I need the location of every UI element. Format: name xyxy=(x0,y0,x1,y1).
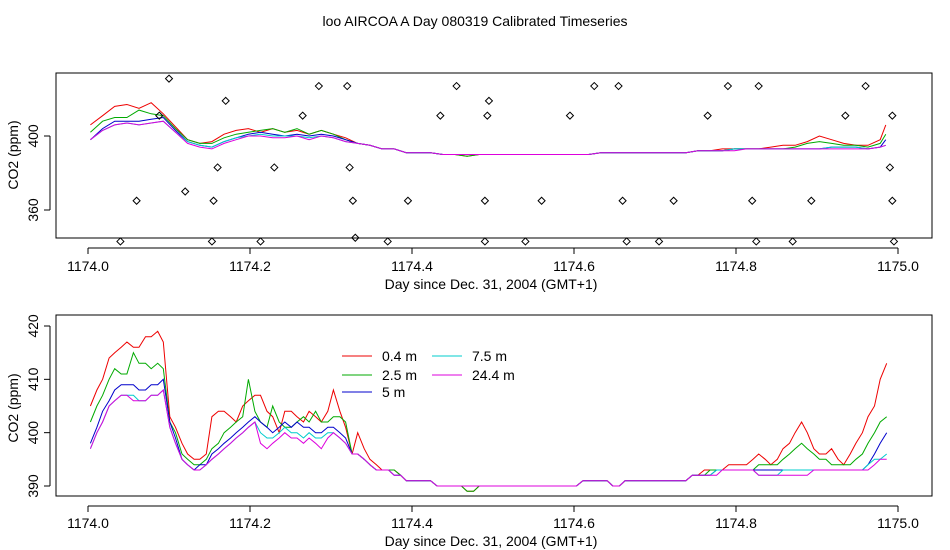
top-diamond-marker xyxy=(342,81,352,91)
top-diamond-marker xyxy=(888,196,897,205)
top-diamond-marker xyxy=(841,111,850,120)
top-diamond-marker xyxy=(403,196,413,205)
top-diamond-marker xyxy=(669,196,678,205)
top-diamond-marker xyxy=(155,111,164,120)
top-diamond-marker xyxy=(752,237,761,246)
bottom-panel: Day since Dec. 31, 2004 (GMT+1) CO2 (ppm… xyxy=(5,314,933,549)
bottom-x-tick-label: 1174.8 xyxy=(715,515,757,531)
bottom-x-tick-label: 1174.4 xyxy=(391,515,433,531)
top-diamond-marker xyxy=(614,81,623,91)
top-diamond-marker xyxy=(452,81,461,91)
legend-label: 7.5 m xyxy=(472,348,507,364)
top-y-tick-label: 400 xyxy=(25,124,41,148)
legend-label: 5 m xyxy=(382,384,405,400)
top-diamond-marker xyxy=(521,237,530,246)
top-diamond-marker xyxy=(132,196,141,205)
bottom-y-tick-label: 410 xyxy=(25,367,41,391)
top-diamond-marker xyxy=(654,237,664,246)
top-diamond-marker xyxy=(565,111,575,120)
bottom-x-tick-label: 1175.0 xyxy=(877,515,919,531)
top-diamond-marker xyxy=(164,74,174,83)
top-y-tick-label: 360 xyxy=(25,198,41,222)
top-diamond-marker xyxy=(180,187,190,196)
bottom-series-line-24-4-m xyxy=(89,388,887,487)
top-diamond-marker xyxy=(348,196,358,205)
bottom-series-line-7-5-m xyxy=(89,388,888,487)
top-diamond-marker xyxy=(314,81,324,91)
bottom-plot-frame xyxy=(55,314,933,497)
top-diamond-marker xyxy=(888,111,897,120)
top-x-tick-label: 1174.6 xyxy=(553,258,595,274)
bottom-y-ticks: 390 400 410 420 xyxy=(25,314,51,498)
top-diamond-marker xyxy=(345,163,354,172)
top-diamond-marker xyxy=(298,111,307,120)
top-diamond-marker xyxy=(747,196,757,205)
bottom-y-tick-label: 420 xyxy=(25,314,41,338)
top-diamond-marker xyxy=(889,237,899,246)
bottom-x-tick-label: 1174.0 xyxy=(67,515,109,531)
chart-title: loo AIRCOA A Day 080319 Calibrated Times… xyxy=(322,13,627,29)
top-diamond-marker xyxy=(618,196,627,205)
top-diamond-marker xyxy=(383,237,392,246)
bottom-y-tick-label: 390 xyxy=(25,474,41,498)
top-y-ticks: 360 400 xyxy=(25,124,51,222)
top-diamond-marker xyxy=(436,111,445,120)
top-x-ticks: 1174.0 1174.2 1174.4 1174.6 1174.8 1175.0 xyxy=(67,247,919,274)
top-y-axis-label: CO2 (ppm) xyxy=(5,120,21,189)
top-diamond-marker xyxy=(209,196,218,205)
bottom-y-tick-label: 400 xyxy=(25,421,41,445)
top-x-tick-label: 1174.4 xyxy=(391,258,433,274)
top-x-tick-label: 1174.8 xyxy=(715,258,757,274)
legend-label: 0.4 m xyxy=(382,348,417,364)
top-diamond-marker xyxy=(807,196,816,205)
top-diamond-marker xyxy=(270,163,279,172)
top-diamond-marker xyxy=(483,111,492,120)
top-diamond-marker xyxy=(256,237,265,246)
top-series-line-7-5-m xyxy=(90,120,886,155)
top-diamond-marker xyxy=(703,111,712,120)
top-x-tick-label: 1174.2 xyxy=(229,258,271,274)
bottom-series-lines xyxy=(89,330,888,492)
legend: 0.4 m 2.5 m5 m 7.5 m 24.4 m xyxy=(342,348,515,400)
bottom-x-axis-label: Day since Dec. 31, 2004 (GMT+1) xyxy=(385,533,598,549)
top-panel: Day since Dec. 31, 2004 (GMT+1) CO2 (ppm… xyxy=(5,72,933,292)
top-diamond-marker xyxy=(116,237,125,246)
bottom-y-axis-label: CO2 (ppm) xyxy=(5,373,21,442)
top-diamond-marker xyxy=(213,163,222,172)
legend-label: 2.5 m xyxy=(382,367,417,383)
bottom-x-tick-label: 1174.2 xyxy=(229,515,271,531)
top-series-line-24-4-m xyxy=(90,120,886,155)
top-diamond-marker xyxy=(480,196,490,205)
top-markers xyxy=(116,74,899,246)
top-diamond-marker xyxy=(861,81,870,91)
top-diamond-marker xyxy=(590,81,599,91)
top-diamond-marker xyxy=(221,96,230,106)
top-diamond-marker xyxy=(351,233,360,242)
top-plot-frame xyxy=(55,72,933,239)
bottom-x-ticks: 1174.0 1174.2 1174.4 1174.6 1174.8 1175.0 xyxy=(67,505,919,531)
top-x-tick-label: 1174.0 xyxy=(67,258,109,274)
top-diamond-marker xyxy=(723,81,733,91)
top-diamond-marker xyxy=(207,237,217,246)
top-diamond-marker xyxy=(537,196,546,205)
top-x-axis-label: Day since Dec. 31, 2004 (GMT+1) xyxy=(385,276,598,292)
top-diamond-marker xyxy=(788,237,797,246)
top-diamond-marker xyxy=(622,237,631,246)
legend-label: 24.4 m xyxy=(472,367,515,383)
top-diamond-marker xyxy=(484,96,494,106)
bottom-x-tick-label: 1174.6 xyxy=(553,515,595,531)
top-diamond-marker xyxy=(885,163,895,172)
top-series-lines xyxy=(90,102,887,157)
top-x-tick-label: 1175.0 xyxy=(877,258,919,274)
top-diamond-marker xyxy=(754,81,763,91)
top-diamond-marker xyxy=(480,237,490,246)
